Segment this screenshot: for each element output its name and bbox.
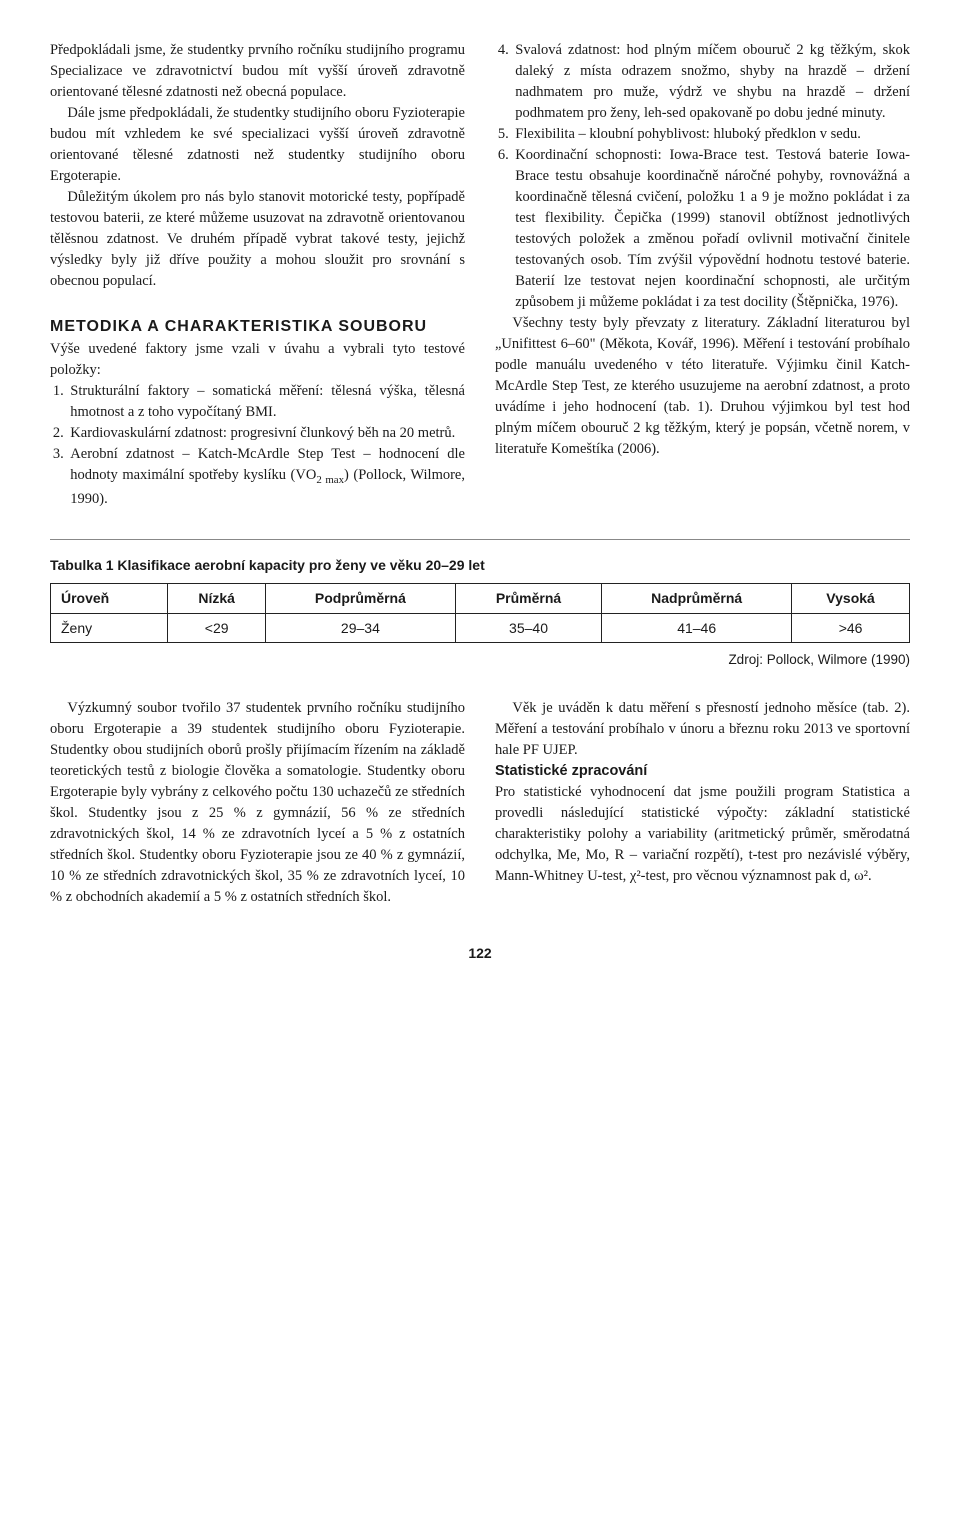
paragraph: Věk je uváděn k datu měření s přesností … <box>495 698 910 761</box>
list-item: Kardiovaskulární zdatnost: progresivní č… <box>67 423 465 444</box>
list-item: Strukturální faktory – somatická měření:… <box>67 381 465 423</box>
list-item: Svalová zdatnost: hod plným míčem obouru… <box>512 40 910 124</box>
bottom-right-column: Věk je uváděn k datu měření s přesností … <box>495 698 910 908</box>
table-cell: Ženy <box>51 613 168 642</box>
subheading: Statistické zpracování <box>495 761 910 782</box>
table-source: Zdroj: Pollock, Wilmore (1990) <box>50 650 910 670</box>
top-columns: Předpokládali jsme, že studentky prvního… <box>50 40 910 510</box>
top-left-column: Předpokládali jsme, že studentky prvního… <box>50 40 465 510</box>
table-header: Podprůměrná <box>265 584 455 613</box>
table-caption: Tabulka 1 Klasifikace aerobní kapacity p… <box>50 555 910 575</box>
table-header: Úroveň <box>51 584 168 613</box>
paragraph: Pro statistické vyhodnocení dat jsme pou… <box>495 782 910 887</box>
paragraph: Předpokládali jsme, že studentky prvního… <box>50 40 465 103</box>
paragraph: Výzkumný soubor tvořilo 37 studentek prv… <box>50 698 465 908</box>
classification-table: Úroveň Nízká Podprůměrná Průměrná Nadprů… <box>50 583 910 643</box>
methods-list: Strukturální faktory – somatická měření:… <box>50 381 465 510</box>
bottom-columns: Výzkumný soubor tvořilo 37 studentek prv… <box>50 698 910 908</box>
paragraph: Dále jsme předpokládali, že studentky st… <box>50 103 465 187</box>
table-header: Průměrná <box>455 584 601 613</box>
table-row: Ženy <29 29–34 35–40 41–46 >46 <box>51 613 910 642</box>
table-header: Nízká <box>168 584 266 613</box>
section-heading: METODIKA A CHARAKTERISTIKA SOUBORU <box>50 315 465 338</box>
page-number: 122 <box>50 943 910 963</box>
divider <box>50 539 910 540</box>
paragraph: Výše uvedené faktory jsme vzali v úvahu … <box>50 339 465 381</box>
paragraph: Všechny testy byly převzaty z literatury… <box>495 313 910 460</box>
table-header: Vysoká <box>792 584 910 613</box>
table-cell: 35–40 <box>455 613 601 642</box>
list-item: Koordinační schopnosti: Iowa-Brace test.… <box>512 145 910 313</box>
bottom-left-column: Výzkumný soubor tvořilo 37 studentek prv… <box>50 698 465 908</box>
paragraph: Důležitým úkolem pro nás bylo stanovit m… <box>50 187 465 292</box>
list-item: Aerobní zdatnost – Katch-McArdle Step Te… <box>67 444 465 510</box>
methods-list-continued: Svalová zdatnost: hod plným míčem obouru… <box>495 40 910 313</box>
table-block: Tabulka 1 Klasifikace aerobní kapacity p… <box>50 555 910 670</box>
top-right-column: Svalová zdatnost: hod plným míčem obouru… <box>495 40 910 510</box>
table-cell: 41–46 <box>602 613 792 642</box>
table-cell: >46 <box>792 613 910 642</box>
table-cell: 29–34 <box>265 613 455 642</box>
list-item: Flexibilita – kloubní pohyblivost: hlubo… <box>512 124 910 145</box>
table-header: Nadprůměrná <box>602 584 792 613</box>
table-cell: <29 <box>168 613 266 642</box>
